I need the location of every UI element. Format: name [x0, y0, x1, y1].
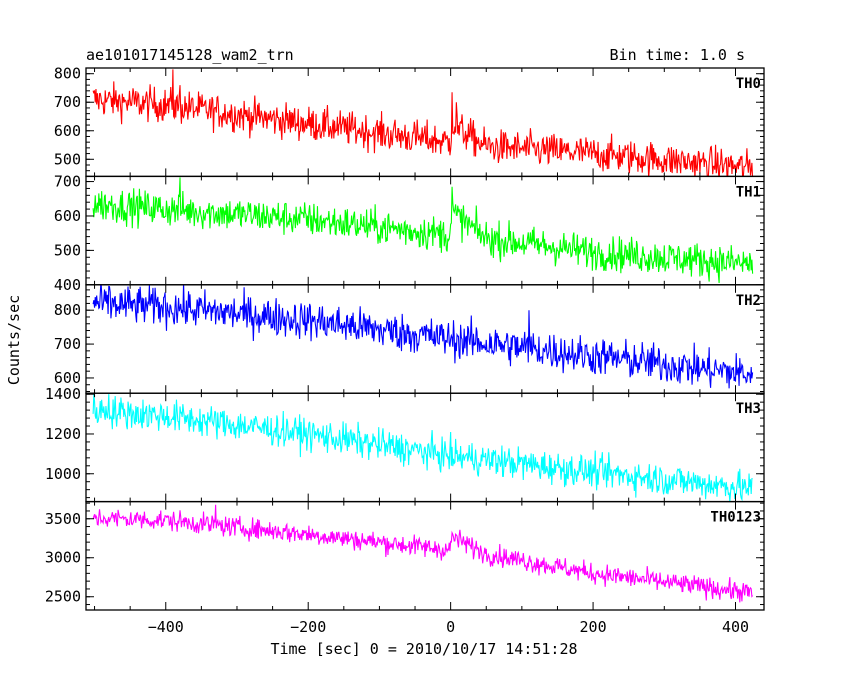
panel-frame	[85, 500, 765, 611]
panel-label-th2: TH2	[736, 293, 761, 309]
y-tick-label: 500	[54, 150, 81, 168]
y-tick-label: 1400	[45, 385, 81, 403]
y-tick-label: 400	[54, 276, 81, 294]
y-tick-label: 1200	[45, 425, 81, 443]
bin-time-label: Bin time: 1.0 s	[610, 46, 745, 64]
y-tick-label: 3500	[45, 510, 81, 528]
y-tick-label: 500	[54, 241, 81, 259]
series-line-th1	[92, 177, 754, 284]
y-tick-label: 700	[54, 173, 81, 191]
panel-frame	[85, 67, 765, 178]
y-tick-label: 1000	[45, 465, 81, 483]
y-tick-label: 600	[54, 122, 81, 140]
panel-label-th0: TH0	[736, 76, 761, 92]
y-tick-label: 600	[54, 369, 81, 387]
panel-th1: 400 500 600 700 TH1	[54, 173, 765, 294]
x-axis-title: Time [sec] 0 = 2010/10/17 14:51:28	[270, 640, 577, 658]
x-tick-label: −400	[148, 618, 184, 636]
panel-label-th3: TH3	[736, 401, 761, 417]
x-tick-label: −200	[290, 618, 326, 636]
panel-th0: 500 600 700 800 TH0	[54, 65, 765, 178]
series-line-th2	[92, 284, 754, 389]
panel-label-th0123: TH0123	[710, 510, 761, 526]
x-tick-label: 400	[722, 618, 749, 636]
panel-label-th1: TH1	[736, 184, 761, 200]
series-line-th3	[92, 393, 753, 502]
panel-th0123: 2500 3000 3500 TH0123	[45, 500, 765, 611]
series-line-th0123	[92, 504, 754, 603]
x-tick-label: 200	[580, 618, 607, 636]
chart-title: ae101017145128_wam2_trn	[86, 46, 294, 64]
panels-group: 500 600 700 800 TH0 400 500 600 700 TH1 600 700 800 T…	[45, 65, 765, 611]
panel-th3: 1000 1200 1400 TH3	[45, 385, 765, 503]
y-tick-label: 800	[54, 65, 81, 83]
x-axis-tick-labels: −400 −200 0 200 400	[148, 618, 749, 636]
y-tick-label: 700	[54, 335, 81, 353]
panel-th2: 600 700 800 TH2	[54, 284, 765, 394]
y-tick-label: 800	[54, 301, 81, 319]
series-line-th0	[92, 69, 754, 177]
y-tick-label: 600	[54, 207, 81, 225]
y-tick-label: 700	[54, 93, 81, 111]
y-axis-title: Counts/sec	[5, 295, 23, 385]
y-tick-label: 2500	[45, 588, 81, 606]
x-tick-label: 0	[446, 618, 455, 636]
y-tick-label: 3000	[45, 549, 81, 567]
